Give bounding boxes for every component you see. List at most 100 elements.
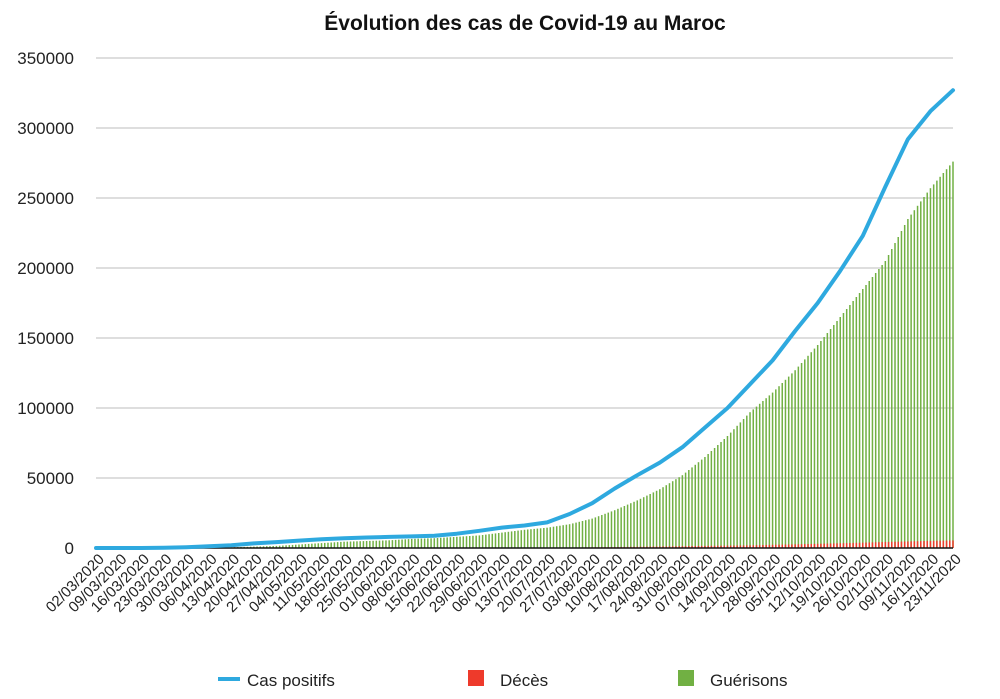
legend-swatch-deces: [468, 670, 484, 686]
guerisons-bar: [591, 518, 593, 548]
guerisons-bar: [320, 543, 323, 548]
guerisons-bar: [826, 333, 829, 548]
guerisons-bar: [391, 540, 394, 548]
deces-bar: [842, 543, 845, 548]
guerisons-bar: [778, 386, 780, 548]
y-tick-label: 100000: [17, 399, 74, 418]
deces-bar: [794, 544, 796, 548]
guerisons-bar: [858, 293, 861, 548]
guerisons-bar: [897, 237, 899, 548]
guerisons-bar: [356, 541, 358, 548]
deces-bar: [839, 543, 841, 548]
guerisons-bar: [739, 422, 742, 548]
guerisons-bar: [314, 543, 316, 548]
guerisons-bar: [620, 507, 622, 548]
guerisons-bar: [800, 363, 803, 548]
guerisons-bar: [813, 348, 816, 548]
guerisons-bar: [298, 544, 300, 548]
deces-bar: [707, 545, 709, 548]
guerisons-bar: [894, 243, 896, 548]
guerisons-bar: [449, 537, 452, 548]
deces-bar: [723, 545, 726, 548]
deces-bar: [929, 540, 932, 548]
y-tick-label: 0: [65, 539, 74, 558]
guerisons-bar: [855, 297, 858, 548]
guerisons-bar: [865, 285, 867, 548]
guerisons-bar: [365, 541, 368, 548]
guerisons-bar: [572, 523, 574, 548]
guerisons-bar: [642, 497, 645, 548]
guerisons-bar: [504, 532, 506, 548]
guerisons-bar: [278, 545, 281, 548]
guerisons-bar: [597, 516, 600, 548]
guerisons-bar: [562, 525, 564, 548]
guerisons-bar: [762, 401, 764, 548]
guerisons-bar: [768, 395, 771, 548]
guerisons-bar: [833, 325, 835, 548]
deces-bar: [691, 546, 693, 548]
guerisons-bar: [523, 529, 526, 548]
guerisons-bar: [349, 541, 352, 548]
deces-bar: [675, 546, 677, 548]
deces-bar: [874, 542, 877, 548]
guerisons-bar: [613, 510, 616, 548]
guerisons-bar: [920, 201, 922, 548]
guerisons-bar: [684, 472, 687, 548]
guerisons-bar: [726, 436, 729, 548]
guerisons-bar: [304, 544, 307, 548]
legend-swatch-cas-positifs: [218, 677, 240, 681]
guerisons-bar: [949, 165, 951, 548]
guerisons-bar: [407, 539, 410, 548]
guerisons-bar: [497, 533, 500, 548]
guerisons-bar: [668, 483, 671, 548]
guerisons-bar: [736, 425, 738, 548]
deces-bar: [942, 540, 945, 548]
guerisons-bar: [266, 546, 268, 548]
deces-bar: [920, 541, 922, 548]
cas-positifs-line-layer: [94, 88, 955, 550]
guerisons-bar: [517, 530, 519, 548]
guerisons-bar: [272, 546, 274, 548]
guerisons-bar: [926, 192, 928, 548]
guerisons-bar: [327, 542, 329, 548]
guerisons-bar: [362, 541, 365, 548]
deces-bar: [810, 543, 812, 548]
deces-bar: [845, 543, 848, 548]
deces-bar: [816, 543, 819, 548]
deces-bar: [752, 545, 754, 548]
deces-bar: [865, 542, 867, 548]
guerisons-bar: [404, 539, 407, 548]
guerisons-bar: [446, 537, 448, 548]
guerisons-bar: [465, 536, 468, 548]
guerisons-bar: [749, 412, 751, 548]
deces-bar: [758, 545, 761, 548]
guerisons-bar: [378, 540, 381, 548]
deces-bar: [868, 542, 870, 548]
guerisons-bar: [462, 536, 465, 548]
guerisons-bar: [617, 508, 619, 548]
guerisons-bar: [343, 541, 345, 548]
deces-bar: [936, 540, 938, 548]
guerisons-bar: [665, 485, 668, 548]
guerisons-bar: [346, 541, 349, 548]
guerisons-bar: [291, 544, 294, 548]
guerisons-bar: [887, 255, 890, 548]
guerisons-bar: [430, 538, 432, 548]
x-axis-ticks: 02/03/202009/03/202016/03/202023/03/2020…: [43, 551, 965, 616]
deces-bar: [700, 545, 703, 548]
guerisons-bar: [655, 490, 658, 548]
guerisons-bar: [485, 534, 487, 548]
guerisons-bar: [787, 376, 790, 548]
guerisons-bar: [720, 442, 722, 548]
deces-bar: [671, 546, 674, 548]
deces-bar: [781, 544, 783, 548]
guerisons-bar: [565, 524, 568, 548]
guerisons-bar: [401, 539, 403, 548]
deces-bar: [833, 543, 835, 548]
y-tick-label: 50000: [27, 469, 74, 488]
deces-bar: [678, 546, 680, 548]
deces-bar: [823, 543, 825, 548]
y-tick-label: 250000: [17, 189, 74, 208]
guerisons-bar: [623, 506, 626, 548]
guerisons-bar: [942, 173, 945, 548]
